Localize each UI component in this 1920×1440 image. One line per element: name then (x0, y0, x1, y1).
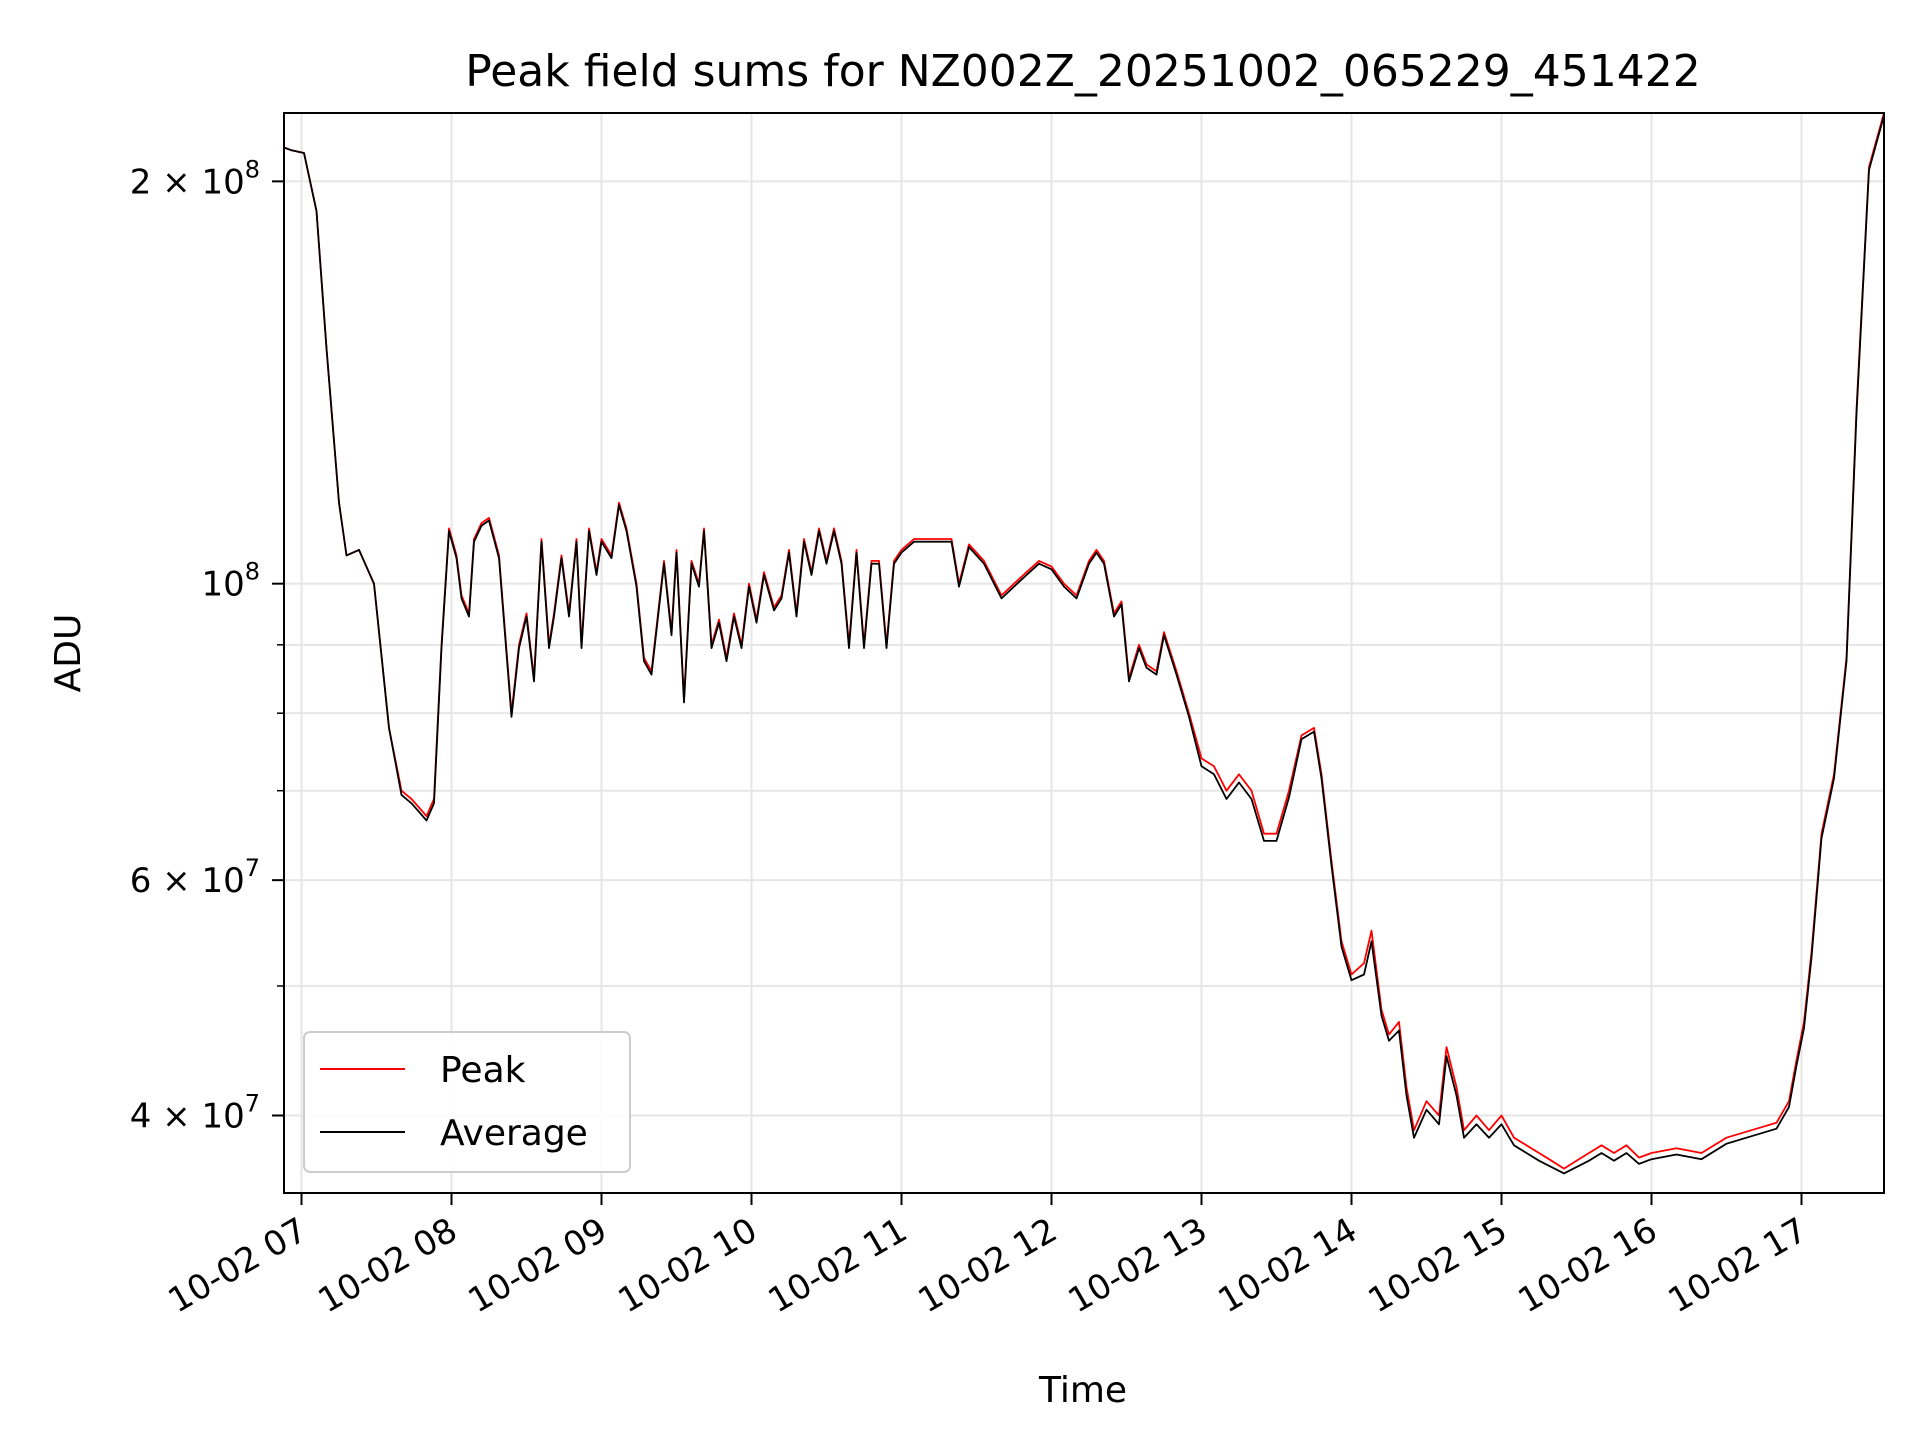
legend-label-average: Average (440, 1113, 588, 1154)
series-line-average (283, 115, 1885, 1175)
y-tick-label: 108 (201, 558, 260, 605)
series-layer (283, 112, 1885, 1175)
y-axis-label: ADU (48, 614, 89, 693)
y-tick-label: 4 × 107 (130, 1089, 260, 1136)
y-axis: 2 × 108 108 6 × 107 4 × 107 (130, 155, 284, 1136)
grid (284, 113, 1884, 1193)
legend-label-peak: Peak (440, 1050, 526, 1091)
plot-frame (283, 112, 1885, 1194)
legend: Peak Average (303, 1031, 631, 1173)
legend-box (303, 1031, 631, 1173)
chart-title: Peak field sums for NZ002Z_20251002_0652… (465, 46, 1701, 97)
x-axis-label: Time (1038, 1370, 1127, 1411)
y-tick-label: 6 × 107 (130, 854, 260, 901)
y-tick-label: 2 × 108 (130, 155, 260, 202)
